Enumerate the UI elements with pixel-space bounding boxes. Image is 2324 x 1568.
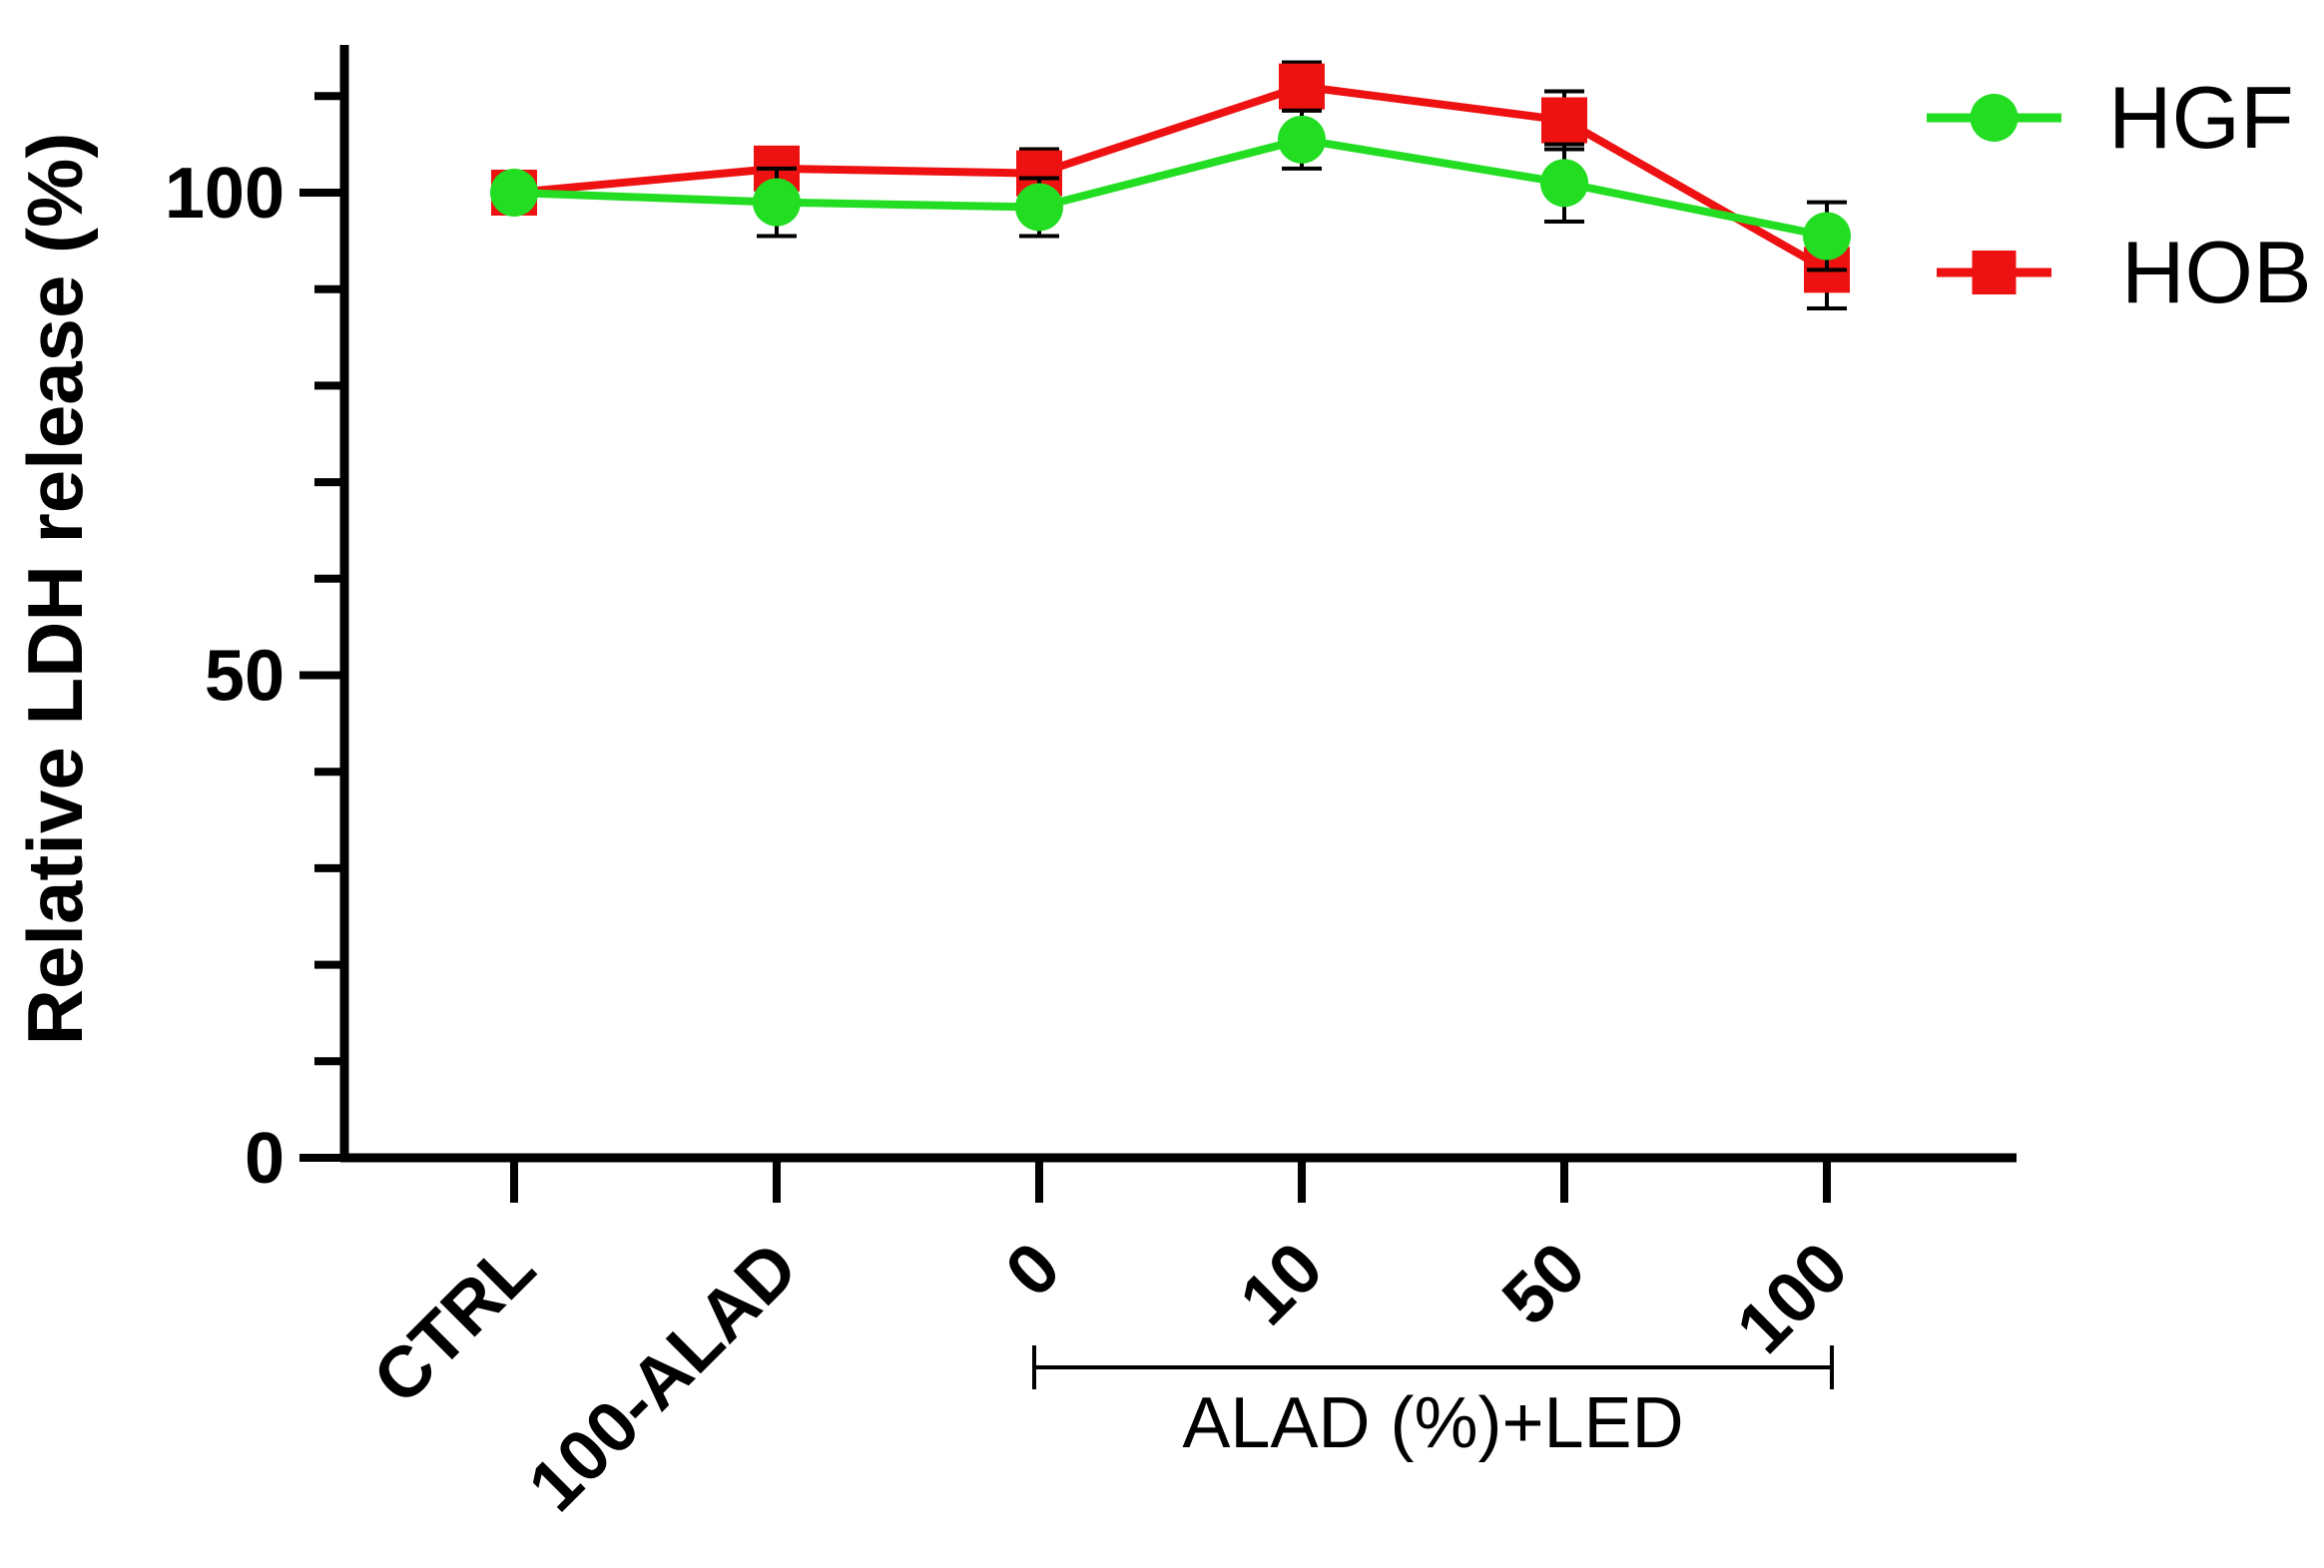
data-point	[1278, 115, 1326, 164]
y-axis-label: Relative LDH release (%)	[11, 133, 99, 1046]
x-tick-label: 10	[1225, 1228, 1338, 1340]
data-point	[1803, 212, 1851, 261]
y-ticks: 0 50 100	[165, 92, 344, 1199]
series-hgf	[490, 108, 1851, 272]
x-tick-label: 100	[1722, 1228, 1864, 1369]
data-point	[1541, 97, 1587, 144]
group-label: ALAD (%)+LED	[1182, 1383, 1683, 1463]
x-tick-label: 50	[1487, 1228, 1600, 1340]
legend-item-hgf: HGF	[1927, 68, 2294, 167]
x-tick-label: CTRL	[358, 1228, 550, 1419]
series-layer	[490, 60, 1851, 311]
y-tick-label: 0	[245, 1119, 285, 1199]
data-point	[490, 169, 538, 217]
series-line	[513, 82, 1829, 273]
series-hob	[491, 60, 1850, 311]
legend-marker	[1972, 251, 2017, 294]
data-point	[1279, 63, 1325, 110]
x-tick-label: 0	[990, 1228, 1075, 1312]
data-point	[753, 178, 801, 227]
legend: HGF HOB	[1927, 68, 2312, 321]
x-tick-label: 100-ALAD	[513, 1228, 813, 1527]
legend-label: HOB	[2121, 223, 2312, 321]
series-line	[513, 135, 1828, 241]
group-bracket	[1032, 1345, 1834, 1389]
axes	[339, 45, 2017, 1163]
y-tick-label: 100	[165, 154, 285, 234]
data-point	[1540, 159, 1588, 208]
legend-item-hob: HOB	[1937, 223, 2312, 321]
data-point	[1015, 183, 1063, 232]
legend-label: HGF	[2108, 68, 2294, 167]
y-tick-label: 50	[205, 637, 285, 717]
legend-marker	[1970, 94, 2019, 142]
